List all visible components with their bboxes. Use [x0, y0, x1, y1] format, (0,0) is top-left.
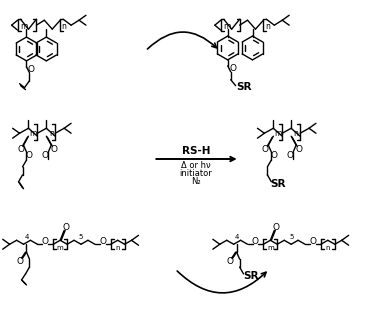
Text: n: n — [62, 22, 67, 31]
Text: O: O — [99, 237, 106, 246]
Text: O: O — [42, 237, 49, 246]
Text: m: m — [223, 22, 230, 31]
Text: SR: SR — [270, 179, 286, 189]
Text: Δ or hν: Δ or hν — [181, 162, 211, 170]
Text: m: m — [267, 245, 274, 251]
Text: O: O — [309, 237, 316, 246]
Text: O: O — [262, 145, 269, 154]
Text: n: n — [294, 129, 299, 138]
Text: O: O — [271, 150, 278, 160]
Text: m: m — [30, 129, 37, 138]
Text: n: n — [265, 22, 270, 31]
Text: O: O — [42, 150, 49, 160]
Text: SR: SR — [236, 82, 251, 92]
Text: n: n — [115, 245, 120, 251]
Text: O: O — [28, 65, 35, 74]
Text: O: O — [229, 64, 236, 73]
Text: O: O — [287, 150, 294, 160]
Text: 5: 5 — [289, 234, 293, 240]
Text: RS-H: RS-H — [182, 146, 210, 156]
Text: O: O — [26, 150, 33, 160]
Text: m: m — [57, 245, 64, 251]
Text: N₂: N₂ — [191, 177, 201, 186]
Text: m: m — [274, 129, 282, 138]
Text: O: O — [17, 145, 24, 154]
Text: O: O — [51, 145, 58, 154]
Text: 5: 5 — [79, 234, 83, 240]
Text: n: n — [49, 129, 54, 138]
Text: O: O — [296, 145, 303, 154]
Text: n: n — [326, 245, 330, 251]
Text: O: O — [226, 257, 233, 266]
Text: O: O — [273, 223, 280, 232]
Text: O: O — [16, 257, 23, 266]
Text: m: m — [20, 22, 27, 31]
Text: 4: 4 — [24, 234, 29, 240]
Text: O: O — [252, 237, 259, 246]
Text: O: O — [63, 223, 70, 232]
Text: 4: 4 — [234, 234, 239, 240]
Text: initiator: initiator — [180, 169, 212, 178]
Text: SR: SR — [243, 271, 258, 281]
